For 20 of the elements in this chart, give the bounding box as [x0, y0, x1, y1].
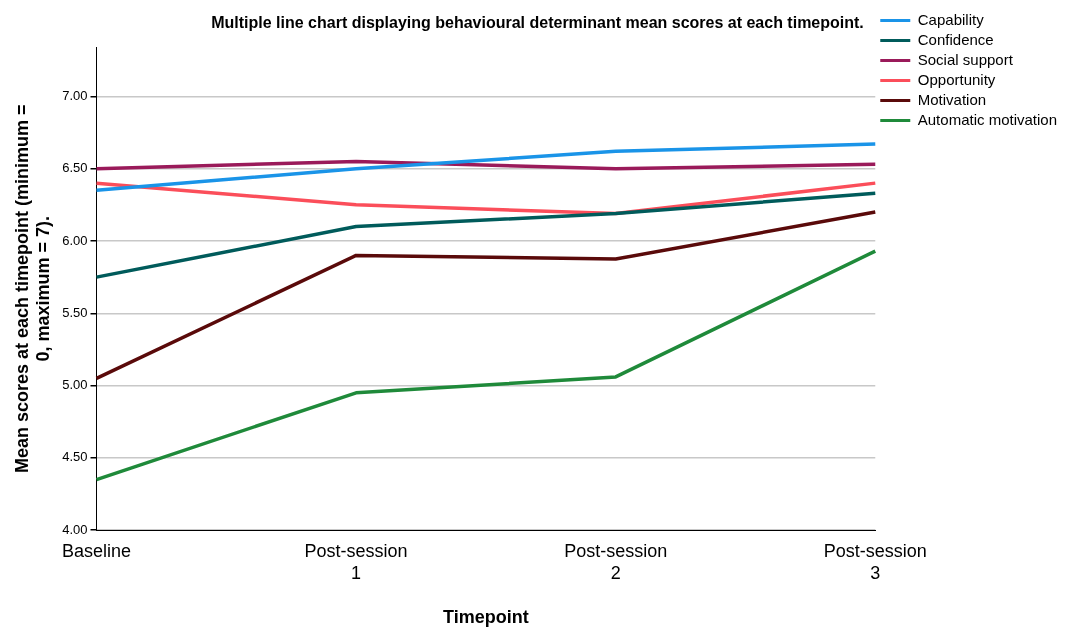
x-tick-label: Post-session 3: [823, 540, 927, 583]
x-tick-label: Post-session 1: [304, 540, 408, 583]
y-tick-label: 6.50: [62, 160, 88, 176]
y-tick-label: 5.00: [62, 377, 88, 393]
y-tick-label: 4.00: [62, 521, 88, 537]
y-tick-label: 4.50: [62, 449, 88, 465]
x-tick-label: Post-session 2: [564, 540, 668, 583]
x-tick-label: Baseline: [61, 540, 132, 561]
y-axis-title: Mean scores at each timepoint (minimum = 0, maximum = 7).: [11, 104, 54, 473]
legend-label: Confidence: [917, 30, 994, 48]
legend-label: Automatic motivation: [917, 110, 1058, 128]
y-tick-label: 5.50: [62, 304, 88, 320]
chart-title: Multiple line chart displaying behavioural determinant mean scores at each timepoint.: [211, 14, 864, 32]
legend-label: Social support: [917, 50, 1014, 68]
x-axis-title: Timepoint: [443, 607, 529, 628]
y-tick-label: 6.00: [62, 232, 88, 248]
y-tick-label: 7.00: [62, 87, 88, 103]
legend-label: Motivation: [917, 90, 987, 108]
legend-label: Opportunity: [917, 70, 996, 88]
legend-label: Capability: [917, 10, 985, 28]
